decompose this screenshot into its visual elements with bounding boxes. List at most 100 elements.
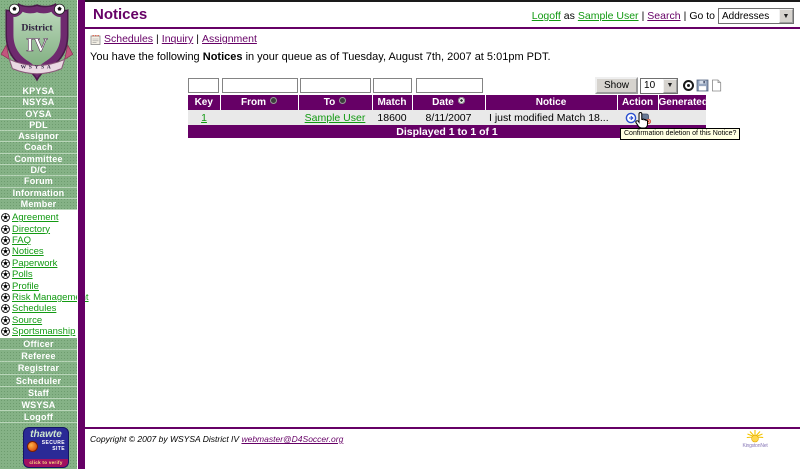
sidebar-link[interactable]: Risk Management [12,291,89,303]
col-header-to[interactable]: To [297,95,372,110]
sidebar-bottom-group: Officer Referee Registrar Scheduler Staf… [0,338,77,424]
soccer-ball-icon [1,224,10,234]
sidebar-link[interactable]: Paperwork [12,257,58,269]
sidebar-link[interactable]: Polls [12,269,33,281]
sunburst-icon [746,430,764,443]
goto-select[interactable]: Addresses ▼ [718,8,794,24]
col-header-date[interactable]: Date [411,95,485,110]
col-header-key[interactable]: Key [188,95,220,110]
notice-key-link[interactable]: 1 [201,111,207,124]
sidebar-top-group: KPYSA NSYSA OYSA PDL Assignor Coach Comm… [0,86,77,211]
sort-radio-icon[interactable] [339,97,347,104]
sidebar-member-link-row: Risk Management [1,292,89,303]
soccer-ball-icon [1,315,10,325]
sidebar-item[interactable]: OYSA [0,109,77,120]
sidebar-item[interactable]: PDL [0,120,77,132]
webmaster-email-link[interactable]: webmaster@D4Soccer.org [241,434,344,444]
subnav-assignment-link[interactable]: Assignment [202,33,257,45]
sidebar-item[interactable]: WSYSA [0,399,77,412]
subnav-schedules-link[interactable]: Schedules [104,33,154,45]
sidebar-member-link-row: Profile [1,280,77,292]
soccer-ball-icon [1,327,10,336]
page-size-value: 10 [644,80,656,91]
sidebar-item[interactable]: NSYSA [0,97,77,109]
sidebar-link[interactable]: Directory [12,223,51,235]
sidebar-item[interactable]: D/C [0,165,77,177]
separator: | [156,33,159,45]
show-button[interactable]: Show [595,77,639,94]
sidebar-item[interactable]: Staff [0,387,77,399]
sidebar-link[interactable]: Notices [12,246,44,258]
footer-divider-line [85,427,800,429]
separator: | [196,33,200,45]
view-notice-icon[interactable] [625,112,637,124]
filter-to-input[interactable] [300,78,371,93]
chevron-down-icon[interactable]: ▼ [663,78,678,93]
goto-select-value: Addresses [722,10,770,22]
current-user-link[interactable]: Sample User [577,10,639,22]
intro-rest: in your queue as of Tuesday, August 7th,… [245,51,551,63]
record-target-icon[interactable] [683,80,695,91]
sidebar-item[interactable]: Scheduler [0,375,77,387]
sidebar-member-link-row: Notices [1,246,77,257]
sidebar-item[interactable]: KPYSA [0,86,77,98]
sidebar-item[interactable]: Forum [0,176,77,188]
col-header-match[interactable]: Match [371,95,412,110]
filter-date-input[interactable] [416,78,483,93]
sidebar-link[interactable]: Schedules [12,303,57,315]
badge-click-to-verify[interactable]: click to verify [24,459,68,467]
cell-date: 8/11/2007 [412,110,485,125]
col-header-generated[interactable]: Generated [657,95,706,110]
sidebar-item[interactable]: Referee [0,350,77,363]
sidebar-link[interactable]: Source [12,314,43,326]
sidebar-item[interactable]: Information [0,188,77,199]
sidebar-member-link-row: FAQ [1,235,77,246]
sort-radio-icon[interactable] [457,97,465,104]
sidebar-item[interactable]: Officer [0,338,77,351]
logoff-link[interactable]: Logoff [531,10,561,22]
page-size-select[interactable]: 10 ▼ [640,77,679,94]
sidebar-link[interactable]: Sportsmanship [12,326,76,338]
subnav-inquiry-link[interactable]: Inquiry [161,33,194,45]
thawte-secure-site-badge[interactable]: thawte SECURE SITE click to verify [23,427,69,468]
sidebar-link[interactable]: Profile [12,280,39,292]
cell-key: 1 [188,110,220,125]
sidebar-link[interactable]: Agreement [12,212,59,224]
sidebar-item[interactable]: Committee [0,154,77,166]
district-iv-shield-icon: District IV WSYSA [0,3,74,82]
sidebar-item[interactable]: Member [0,199,77,211]
separator: | [683,10,687,22]
chevron-down-icon[interactable]: ▼ [779,9,793,23]
cell-match: 18600 [372,110,412,125]
col-header-notice[interactable]: Notice [484,95,617,110]
table-header-row: Key From To Match Date Notice Action Gen… [188,95,706,110]
sidebar-item[interactable]: Logoff [0,411,77,424]
sidebar-item[interactable]: Assignor [0,131,77,143]
filter-match-input[interactable] [373,78,412,93]
intro-notices-word: Notices [202,51,243,63]
host-logo[interactable]: KingstonNet [733,430,777,449]
session-bar: Logoff as Sample User | Search | Go to A… [532,8,794,24]
thawte-brand: thawte [30,429,62,440]
filter-key-input[interactable] [188,78,219,93]
sidebar-member-link-row: Polls [1,269,77,280]
col-header-from[interactable]: From [219,95,298,110]
sidebar-item[interactable]: Registrar [0,362,77,375]
hand-cursor-icon [635,111,648,129]
sidebar-link[interactable]: FAQ [12,234,32,246]
logo-line2: IV [26,35,48,56]
sidebar-member-link-row: Agreement [1,212,77,223]
main-content: Notices Logoff as Sample User | Search |… [85,0,800,469]
export-page-icon[interactable] [711,79,722,92]
table-footer-row: Displayed 1 to 1 of 1 [188,125,706,138]
save-disk-icon[interactable] [696,79,709,92]
sidebar-item[interactable]: Coach [0,142,77,154]
soccer-ball-icon [1,281,10,291]
filter-from-input[interactable] [222,78,298,93]
search-link[interactable]: Search [647,10,681,22]
sort-radio-icon[interactable] [270,97,277,104]
notice-to-user-link[interactable]: Sample User [304,111,366,124]
notices-table: Key From To Match Date Notice Action Gen… [188,95,706,138]
sidebar-member-link-row: Directory [1,223,77,235]
schedule-notepad-icon [90,34,101,45]
